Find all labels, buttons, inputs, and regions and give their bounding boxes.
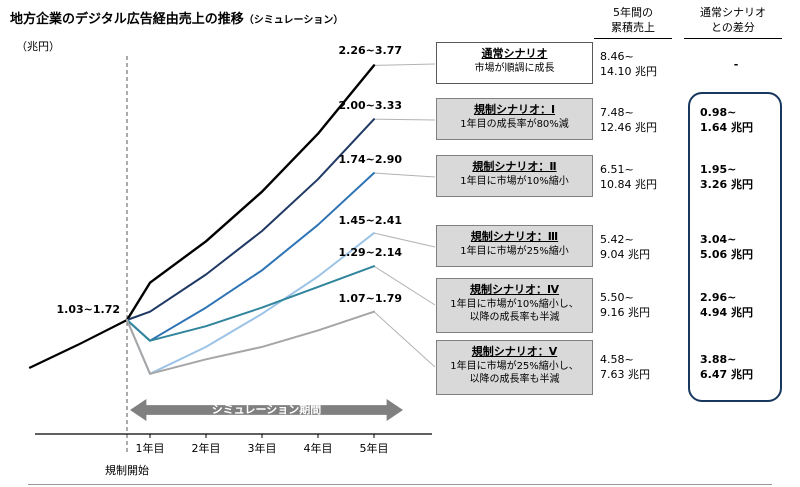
cumulative-value-2: 6.51~ 10.84 兆円 xyxy=(600,162,692,193)
difference-2-line1: 1.95~ xyxy=(700,163,737,176)
x-tick-year3: 3年目 xyxy=(247,442,277,455)
cumulative-1-line1: 7.48~ xyxy=(600,106,634,119)
end-value-label-normal: 2.26~3.77 xyxy=(338,44,403,57)
scenario-box-2-title: 規制シナリオ：Ⅱ xyxy=(472,160,557,173)
scenario-box-1-desc: 1年目の成長率が80%減 xyxy=(460,119,569,131)
cumulative-value-4: 5.50~ 9.16 兆円 xyxy=(600,290,692,321)
series-line-4 xyxy=(126,265,375,342)
scenario-box-3-title: 規制シナリオ：Ⅲ xyxy=(470,230,559,243)
scenario-box-normal-title: 通常シナリオ xyxy=(481,47,548,60)
scenario-box-5-desc: 1年目に市場が25%縮小し、 以降の成長率も半減 xyxy=(437,360,592,386)
scenario-box-4-desc-line1: 1年目に市場が10%縮小し、 xyxy=(450,299,579,311)
callout-connector xyxy=(373,172,436,178)
start-value-label: 1.03~1.72 xyxy=(56,303,121,316)
cumulative-value-1: 7.48~ 12.46 兆円 xyxy=(600,105,692,136)
difference-highlight-frame xyxy=(688,92,782,402)
difference-value-1: 0.98~ 1.64 兆円 xyxy=(700,105,772,136)
cumulative-4-line1: 5.50~ xyxy=(600,291,634,304)
cumulative-2-line1: 6.51~ xyxy=(600,163,634,176)
difference-value-4: 2.96~ 4.94 兆円 xyxy=(700,290,772,321)
cumulative-value-3: 5.42~ 9.04 兆円 xyxy=(600,232,692,263)
regulation-start-label: 規制開始 xyxy=(105,464,149,477)
difference-5-line1: 3.88~ xyxy=(700,353,737,366)
scenario-box-5: 規制シナリオ：Ⅴ 1年目に市場が25%縮小し、 以降の成長率も半減 xyxy=(436,340,593,395)
bottom-divider xyxy=(28,484,772,485)
difference-value-normal: - xyxy=(733,58,739,71)
end-value-label-s4: 1.29~2.14 xyxy=(338,246,403,259)
page-title: 地方企業のデジタル広告経由売上の推移（シミュレーション） xyxy=(10,8,343,27)
cumulative-3-line2: 9.04 兆円 xyxy=(600,248,650,262)
scenario-box-4-desc: 1年目に市場が10%縮小し、 以降の成長率も半減 xyxy=(437,298,592,324)
page-title-main: 地方企業のデジタル広告経由売上の推移 xyxy=(10,12,244,27)
header-cumulative-line1: 5年間の xyxy=(613,6,653,19)
end-value-label-s1: 2.00~3.33 xyxy=(338,99,403,112)
scenario-box-2-desc: 1年目に市場が10%縮小 xyxy=(460,176,569,188)
scenario-box-1-title: 規制シナリオ：Ⅰ xyxy=(473,103,556,116)
cumulative-4-line2: 9.16 兆円 xyxy=(600,306,650,320)
header-cumulative-sales: 5年間の 累積売上 xyxy=(594,6,672,39)
scenario-box-normal: 通常シナリオ 市場が順調に成長 xyxy=(436,42,593,84)
end-value-label-s5: 1.07~1.79 xyxy=(338,292,403,305)
scenario-box-5-desc-line1: 1年目に市場が25%縮小し、 xyxy=(450,361,579,373)
difference-2-line2: 3.26 兆円 xyxy=(700,178,753,192)
end-value-label-s2: 1.74~2.90 xyxy=(338,153,403,166)
cumulative-1-line2: 12.46 兆円 xyxy=(600,121,657,135)
series-line-1 xyxy=(126,118,375,321)
difference-value-2: 1.95~ 3.26 兆円 xyxy=(700,162,772,193)
difference-1-line2: 1.64 兆円 xyxy=(700,121,753,135)
series-line-0 xyxy=(125,64,376,322)
x-tick-year2: 2年目 xyxy=(191,442,221,455)
cumulative-value-normal: 8.46~ 14.10 兆円 xyxy=(600,49,692,80)
x-tick-year4: 4年目 xyxy=(303,442,333,455)
header-difference: 通常シナリオ との差分 xyxy=(684,6,782,39)
x-tick-year1: 1年目 xyxy=(135,442,165,455)
difference-value-5: 3.88~ 6.47 兆円 xyxy=(700,352,772,383)
difference-4-line2: 4.94 兆円 xyxy=(700,306,753,320)
x-tick-year5: 5年目 xyxy=(359,442,389,455)
cumulative-normal-line2: 14.10 兆円 xyxy=(600,65,657,79)
cumulative-2-line2: 10.84 兆円 xyxy=(600,178,657,192)
end-value-label-s3: 1.45~2.41 xyxy=(338,214,403,227)
scenario-box-4: 規制シナリオ：Ⅳ 1年目に市場が10%縮小し、 以降の成長率も半減 xyxy=(436,278,593,333)
cumulative-value-5: 4.58~ 7.63 兆円 xyxy=(600,352,692,383)
header-cumulative-line2: 累積売上 xyxy=(611,20,655,34)
scenario-box-4-title: 規制シナリオ：Ⅳ xyxy=(469,283,560,296)
cumulative-5-line1: 4.58~ xyxy=(600,353,634,366)
scenario-box-3-desc: 1年目に市場が25%縮小 xyxy=(460,246,569,258)
difference-3-line2: 5.06 兆円 xyxy=(700,248,753,262)
difference-3-line1: 3.04~ xyxy=(700,233,737,246)
series-line-5 xyxy=(126,310,375,375)
callout-connector xyxy=(373,232,436,248)
pre-history-line xyxy=(28,318,129,369)
difference-4-line1: 2.96~ xyxy=(700,291,737,304)
scenario-box-1: 規制シナリオ：Ⅰ 1年目の成長率が80%減 xyxy=(436,98,593,140)
scenario-box-5-desc-line2: 以降の成長率も半減 xyxy=(469,374,560,386)
cumulative-normal-line1: 8.46~ xyxy=(600,50,634,63)
y-axis-unit-label: （兆円） xyxy=(16,40,60,53)
cumulative-5-line2: 7.63 兆円 xyxy=(600,368,650,382)
difference-value-3: 3.04~ 5.06 兆円 xyxy=(700,232,772,263)
scenario-box-3: 規制シナリオ：Ⅲ 1年目に市場が25%縮小 xyxy=(436,225,593,267)
scenario-box-4-desc-line2: 以降の成長率も半減 xyxy=(469,312,560,324)
callout-connector xyxy=(373,118,436,121)
header-difference-line2: との差分 xyxy=(711,20,755,34)
scenario-box-normal-desc: 市場が順調に成長 xyxy=(474,63,555,75)
scenario-box-5-title: 規制シナリオ：Ⅴ xyxy=(471,345,558,358)
difference-5-line2: 6.47 兆円 xyxy=(700,368,753,382)
callout-connector xyxy=(373,265,436,306)
scenario-box-2: 規制シナリオ：Ⅱ 1年目に市場が10%縮小 xyxy=(436,155,593,197)
difference-1-line1: 0.98~ xyxy=(700,106,737,119)
callout-connector xyxy=(373,63,436,66)
page-title-sub: （シミュレーション） xyxy=(243,15,344,26)
callout-connector xyxy=(373,311,436,368)
header-difference-line1: 通常シナリオ xyxy=(700,6,766,19)
cumulative-3-line1: 5.42~ xyxy=(600,233,634,246)
